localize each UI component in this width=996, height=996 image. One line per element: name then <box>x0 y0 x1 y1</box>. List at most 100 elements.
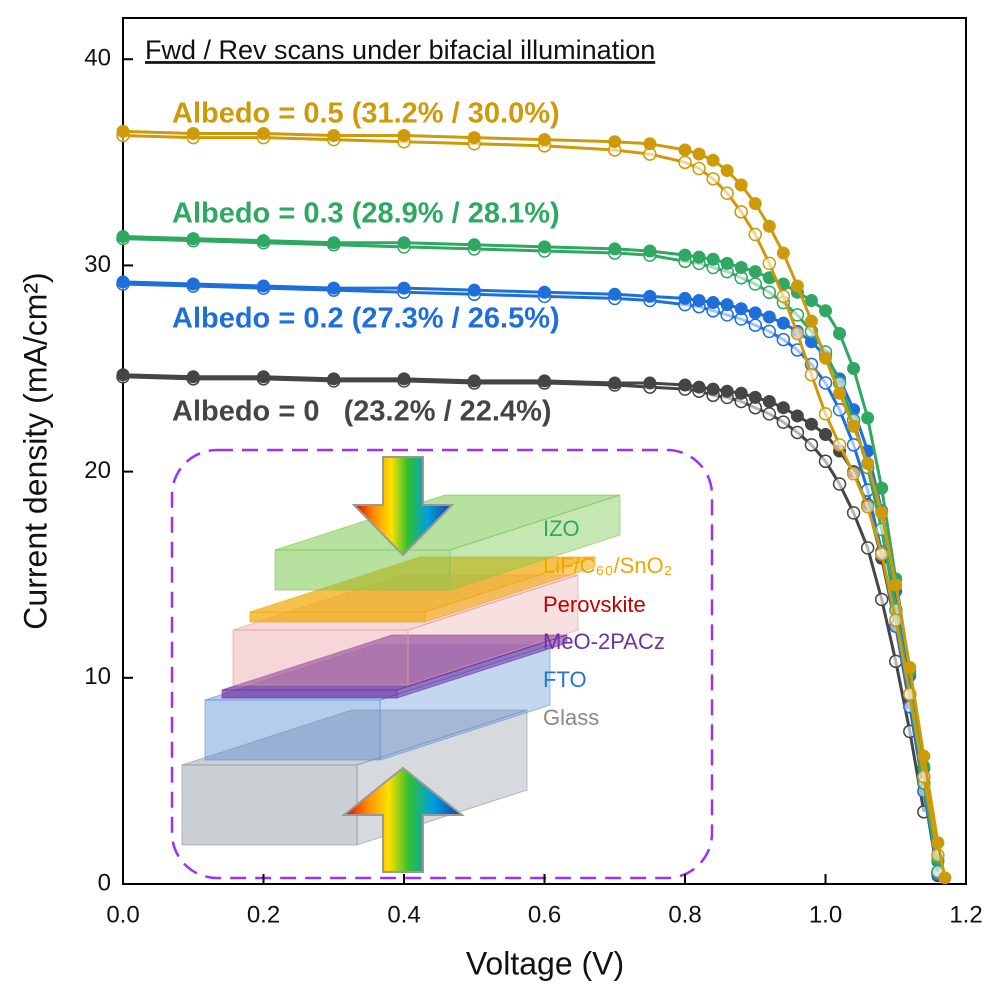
x-tick-label: 0.6 <box>528 901 561 928</box>
x-tick-label: 0.4 <box>387 901 420 928</box>
reverse-point <box>874 547 889 561</box>
forward-point <box>762 310 776 324</box>
reverse-point <box>804 438 819 452</box>
reverse-point <box>734 205 748 219</box>
forward-point <box>538 374 551 388</box>
forward-point <box>327 129 341 143</box>
forward-point <box>889 578 903 592</box>
reverse-point <box>720 186 734 201</box>
layer-front <box>204 699 381 761</box>
forward-point <box>819 428 832 442</box>
forward-point <box>538 285 551 299</box>
forward-point <box>116 368 130 382</box>
reverse-point <box>860 541 875 555</box>
forward-point <box>643 137 657 151</box>
forward-point <box>833 386 847 400</box>
forward-point <box>327 281 341 295</box>
forward-point <box>720 298 734 312</box>
forward-point <box>847 419 861 433</box>
forward-point <box>467 374 481 388</box>
reverse-point <box>818 454 833 469</box>
forward-point <box>467 131 481 145</box>
forward-point <box>734 260 748 274</box>
reverse-point <box>874 592 889 607</box>
layer-label: LiF/C₆₀/SnO₂ <box>543 553 672 578</box>
series-label: Albedo = 0.3 (28.9% / 28.1%) <box>172 198 560 230</box>
reverse-line <box>122 282 940 874</box>
reverse-point <box>804 367 819 382</box>
forward-point <box>538 133 551 147</box>
forward-point <box>706 296 720 310</box>
forward-point <box>327 236 341 250</box>
series-label: Albedo = 0 (23.2% / 22.4%) <box>172 396 552 428</box>
reverse-point <box>748 277 762 291</box>
reverse-line <box>122 237 940 872</box>
forward-point <box>776 401 790 415</box>
forward-point <box>776 246 790 260</box>
forward-point <box>720 164 734 178</box>
layer-front <box>249 611 426 623</box>
forward-point <box>692 293 706 307</box>
forward-point <box>257 234 270 248</box>
x-axis-title: Voltage (V) <box>466 945 624 981</box>
layer-front <box>221 689 398 699</box>
reverse-point <box>706 172 720 186</box>
light-arrow-bottom <box>341 766 465 873</box>
layer-front <box>274 549 451 591</box>
forward-point <box>706 382 720 396</box>
layer-label: FTO <box>543 667 587 692</box>
reverse-point <box>762 324 777 339</box>
reverse-point <box>846 506 861 520</box>
forward-line <box>122 280 940 862</box>
forward-point <box>692 380 706 394</box>
forward-point <box>257 126 270 140</box>
y-tick-label: 10 <box>84 663 111 690</box>
forward-point <box>397 129 411 143</box>
forward-point <box>938 871 952 885</box>
forward-point <box>116 124 130 138</box>
reverse-point <box>832 477 847 491</box>
forward-point <box>257 279 270 293</box>
forward-point <box>903 661 917 674</box>
forward-point <box>762 219 776 233</box>
x-tick-label: 1.2 <box>949 901 982 928</box>
reverse-point <box>692 161 706 176</box>
forward-point <box>327 372 341 386</box>
forward-point <box>397 236 411 250</box>
y-tick-label: 40 <box>84 45 111 72</box>
forward-point <box>186 370 200 384</box>
reverse-point <box>790 425 805 440</box>
x-tick-label: 0.0 <box>106 901 139 928</box>
x-tick-label: 0.2 <box>247 901 280 928</box>
forward-point <box>917 749 931 763</box>
reverse-point <box>762 407 777 421</box>
forward-point <box>678 248 692 262</box>
forward-point <box>116 230 130 244</box>
reverse-point <box>678 155 692 170</box>
forward-point <box>608 287 622 301</box>
forward-point <box>692 147 706 161</box>
forward-line <box>122 235 940 860</box>
forward-point <box>397 281 411 295</box>
forward-point <box>734 386 748 400</box>
forward-point <box>257 370 270 384</box>
forward-point <box>861 411 875 425</box>
forward-point <box>706 252 720 266</box>
forward-point <box>608 242 622 256</box>
reverse-point <box>818 407 833 421</box>
forward-point <box>706 153 720 167</box>
forward-point <box>804 293 818 307</box>
forward-point <box>804 417 818 431</box>
layer-front <box>232 629 409 686</box>
forward-point <box>833 326 847 340</box>
reverse-point <box>776 415 791 429</box>
layer-label: MeO-2PACz <box>543 629 665 654</box>
forward-point <box>748 390 762 404</box>
forward-point <box>875 506 889 520</box>
forward-point <box>678 143 692 157</box>
forward-point <box>748 306 762 320</box>
reverse-point <box>776 289 791 304</box>
reverse-point <box>762 256 777 271</box>
forward-point <box>720 384 734 398</box>
